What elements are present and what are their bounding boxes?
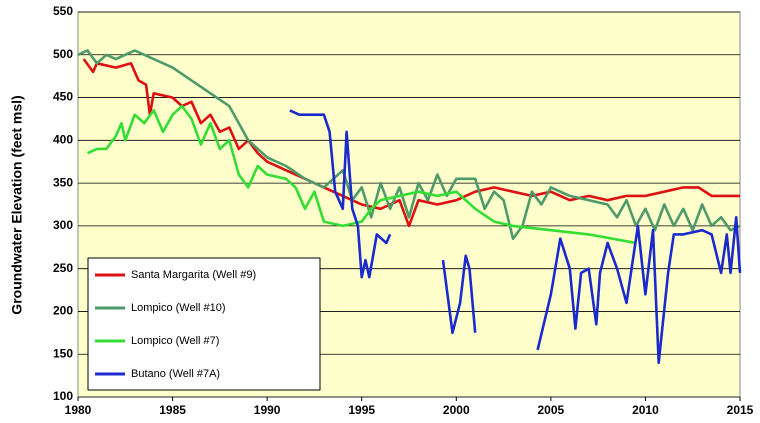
y-tick-label: 550	[53, 4, 73, 18]
x-tick-label: 2005	[538, 403, 565, 417]
y-tick-label: 400	[53, 133, 73, 147]
y-tick-label: 450	[53, 90, 73, 104]
series-line	[86, 104, 637, 245]
legend-label: Lompico (Well #7)	[131, 335, 219, 347]
y-tick-label: 100	[53, 389, 73, 403]
x-tick-label: 2010	[632, 403, 659, 417]
x-tick-label: 1985	[159, 403, 186, 417]
y-tick-label: 500	[53, 47, 73, 61]
x-tick-label: 1980	[65, 403, 92, 417]
x-tick-label: 1990	[254, 403, 281, 417]
legend-label: Butano (Well #7A)	[131, 368, 220, 380]
x-tick-label: 2015	[727, 403, 754, 417]
y-axis-label: Groundwater Elevation (feet msl)	[9, 95, 25, 314]
y-tick-label: 350	[53, 175, 73, 189]
y-tick-label: 150	[53, 346, 73, 360]
x-tick-label: 1995	[348, 403, 375, 417]
series-line	[289, 109, 742, 365]
y-tick-label: 200	[53, 304, 73, 318]
legend: Santa Margarita (Well #9) Lompico (Well #…	[87, 257, 321, 391]
legend-label: Santa Margarita (Well #9)	[131, 269, 256, 281]
series-line	[77, 49, 741, 240]
y-tick-label: 250	[53, 261, 73, 275]
legend-box	[87, 257, 321, 391]
legend-label: Lompico (Well #10)	[131, 302, 226, 314]
x-tick-label: 2000	[443, 403, 470, 417]
y-tick-label: 300	[53, 218, 73, 232]
